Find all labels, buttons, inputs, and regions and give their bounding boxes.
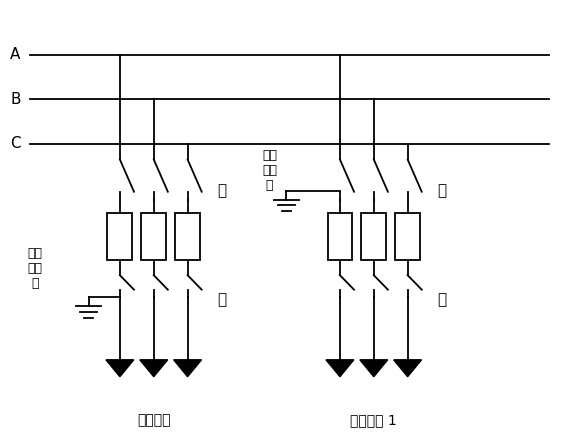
Bar (395, 213, 420, 260)
Bar (108, 213, 132, 260)
Text: C: C (10, 136, 21, 151)
Bar (141, 213, 166, 260)
Text: 接地
故障
点: 接地 故障 点 (262, 149, 277, 192)
Polygon shape (393, 360, 422, 377)
Polygon shape (326, 360, 354, 377)
Polygon shape (140, 360, 168, 377)
Text: 人工
接地
点: 人工 接地 点 (28, 247, 43, 290)
Bar (328, 213, 352, 260)
Text: 乙: 乙 (217, 292, 226, 307)
Text: B: B (10, 92, 21, 107)
Text: 乙: 乙 (437, 292, 446, 307)
Text: 运行线路 1: 运行线路 1 (350, 413, 397, 427)
Bar (175, 213, 200, 260)
Polygon shape (174, 360, 201, 377)
Text: 备用线路: 备用线路 (137, 413, 171, 427)
Polygon shape (360, 360, 388, 377)
Text: A: A (10, 47, 20, 62)
Text: 甲: 甲 (437, 183, 446, 198)
Text: 甲: 甲 (217, 183, 226, 198)
Polygon shape (106, 360, 134, 377)
Bar (361, 213, 386, 260)
